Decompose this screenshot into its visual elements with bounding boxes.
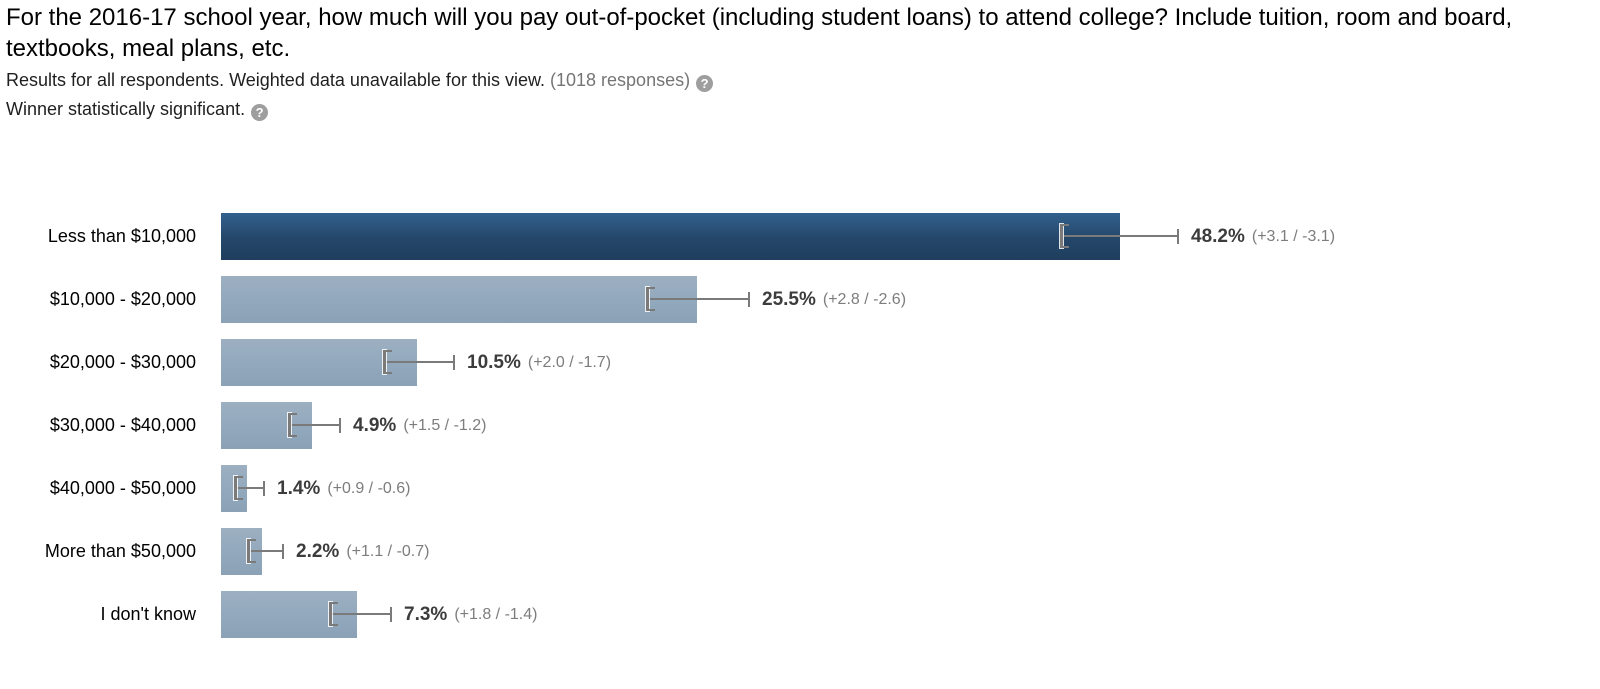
lower-tick-serif-bottom: [234, 498, 243, 500]
confidence-interval: (+0.9 / -0.6): [327, 479, 411, 497]
lower-tick-bar: [288, 413, 291, 437]
percent-value: 1.4%: [277, 477, 321, 499]
bar-row: I don't know 7.3% (+1.8 / -1.4): [0, 591, 1600, 638]
lower-tick-bar: [383, 350, 386, 374]
category-label: $40,000 - $50,000: [49, 478, 196, 498]
error-bar-lower-tick: [646, 287, 655, 311]
bar-row: $20,000 - $30,000 10.5% (+2.0 / -1.7): [0, 339, 1600, 386]
lower-tick-serif-top: [1060, 224, 1069, 226]
lower-tick-serif-bottom: [288, 435, 297, 437]
help-icon[interactable]: ?: [251, 104, 269, 121]
bar-row: More than $50,000 2.2% (+1.1 / -0.7): [0, 528, 1600, 575]
error-bar: [236, 487, 264, 489]
bar: [221, 276, 697, 323]
bar-row: $40,000 - $50,000 1.4% (+0.9 / -0.6): [0, 465, 1600, 512]
percent-value: 25.5%: [762, 288, 816, 310]
lower-tick-bar: [1060, 224, 1063, 248]
category-label: More than $50,000: [44, 541, 196, 561]
value-label: 7.3% (+1.8 / -1.4): [404, 591, 537, 638]
category-label: $30,000 - $40,000: [49, 415, 196, 435]
percent-value: 2.2%: [296, 540, 340, 562]
value-label: 48.2% (+3.1 / -3.1): [1191, 213, 1335, 260]
error-bar: [249, 550, 283, 552]
percent-value: 10.5%: [467, 351, 521, 373]
lower-tick-serif-top: [329, 602, 338, 604]
significance-text: Winner statistically significant.: [6, 99, 246, 119]
error-bar-lower-tick: [288, 413, 297, 437]
confidence-interval: (+1.1 / -0.7): [346, 542, 430, 560]
bar-row: $10,000 - $20,000 25.5% (+2.8 / -2.6): [0, 276, 1600, 323]
lower-tick-serif-bottom: [247, 561, 256, 563]
help-icon[interactable]: ?: [696, 75, 714, 92]
error-bar: [648, 298, 749, 300]
value-label: 4.9% (+1.5 / -1.2): [353, 402, 486, 449]
lower-tick-serif-top: [247, 539, 256, 541]
lower-tick-serif-top: [383, 350, 392, 352]
lower-tick-bar: [247, 539, 250, 563]
lower-tick-bar: [234, 476, 237, 500]
error-bar-upper-tick: [1177, 229, 1179, 244]
subtitle-text: Results for all respondents. Weighted da…: [6, 70, 545, 90]
error-bar-upper-tick: [390, 607, 392, 622]
error-bar: [290, 424, 340, 426]
value-label: 10.5% (+2.0 / -1.7): [467, 339, 611, 386]
lower-tick-serif-top: [288, 413, 297, 415]
lower-tick-serif-bottom: [383, 372, 392, 374]
value-label: 25.5% (+2.8 / -2.6): [762, 276, 906, 323]
error-bar-lower-tick: [1060, 224, 1069, 248]
bar-chart: Less than $10,000 48.2% (+3.1 / -3.1) $10,0…: [0, 213, 1600, 654]
value-label: 2.2% (+1.1 / -0.7): [296, 528, 429, 575]
category-label: $20,000 - $30,000: [49, 352, 196, 372]
lower-tick-serif-bottom: [329, 624, 338, 626]
bar-row: $30,000 - $40,000 4.9% (+1.5 / -1.2): [0, 402, 1600, 449]
percent-value: 7.3%: [404, 603, 448, 625]
error-bar-lower-tick: [383, 350, 392, 374]
lower-tick-bar: [646, 287, 649, 311]
response-count: (1018 responses): [550, 70, 691, 90]
error-bar-upper-tick: [263, 481, 265, 496]
percent-value: 4.9%: [353, 414, 397, 436]
bar-row: Less than $10,000 48.2% (+3.1 / -3.1): [0, 213, 1600, 260]
confidence-interval: (+1.8 / -1.4): [454, 605, 538, 623]
error-bar-upper-tick: [282, 544, 284, 559]
results-subtitle: Results for all respondents. Weighted da…: [6, 70, 714, 92]
error-bar: [331, 613, 391, 615]
lower-tick-bar: [329, 602, 332, 626]
lower-tick-serif-bottom: [1060, 246, 1069, 248]
confidence-interval: (+2.8 / -2.6): [822, 290, 907, 308]
error-bar-lower-tick: [329, 602, 338, 626]
confidence-interval: (+1.5 / -1.2): [403, 416, 487, 434]
percent-value: 48.2%: [1191, 225, 1245, 247]
confidence-interval: (+3.1 / -3.1): [1251, 227, 1336, 245]
lower-tick-serif-top: [234, 476, 243, 478]
lower-tick-serif-bottom: [646, 309, 655, 311]
error-bar: [385, 361, 454, 363]
lower-tick-serif-top: [646, 287, 655, 289]
error-bar-upper-tick: [748, 292, 750, 307]
category-label: $10,000 - $20,000: [49, 289, 196, 309]
confidence-interval: (+2.0 / -1.7): [527, 353, 612, 371]
error-bar: [1062, 235, 1178, 237]
bar: [221, 213, 1120, 260]
value-label: 1.4% (+0.9 / -0.6): [277, 465, 410, 512]
error-bar-lower-tick: [247, 539, 256, 563]
error-bar-lower-tick: [234, 476, 243, 500]
category-label: I don't know: [100, 604, 197, 624]
significance-note: Winner statistically significant.?: [6, 99, 269, 121]
question-title: For the 2016-17 school year, how much wi…: [6, 4, 1513, 62]
error-bar-upper-tick: [339, 418, 341, 433]
error-bar-upper-tick: [453, 355, 455, 370]
category-label: Less than $10,000: [47, 226, 196, 246]
